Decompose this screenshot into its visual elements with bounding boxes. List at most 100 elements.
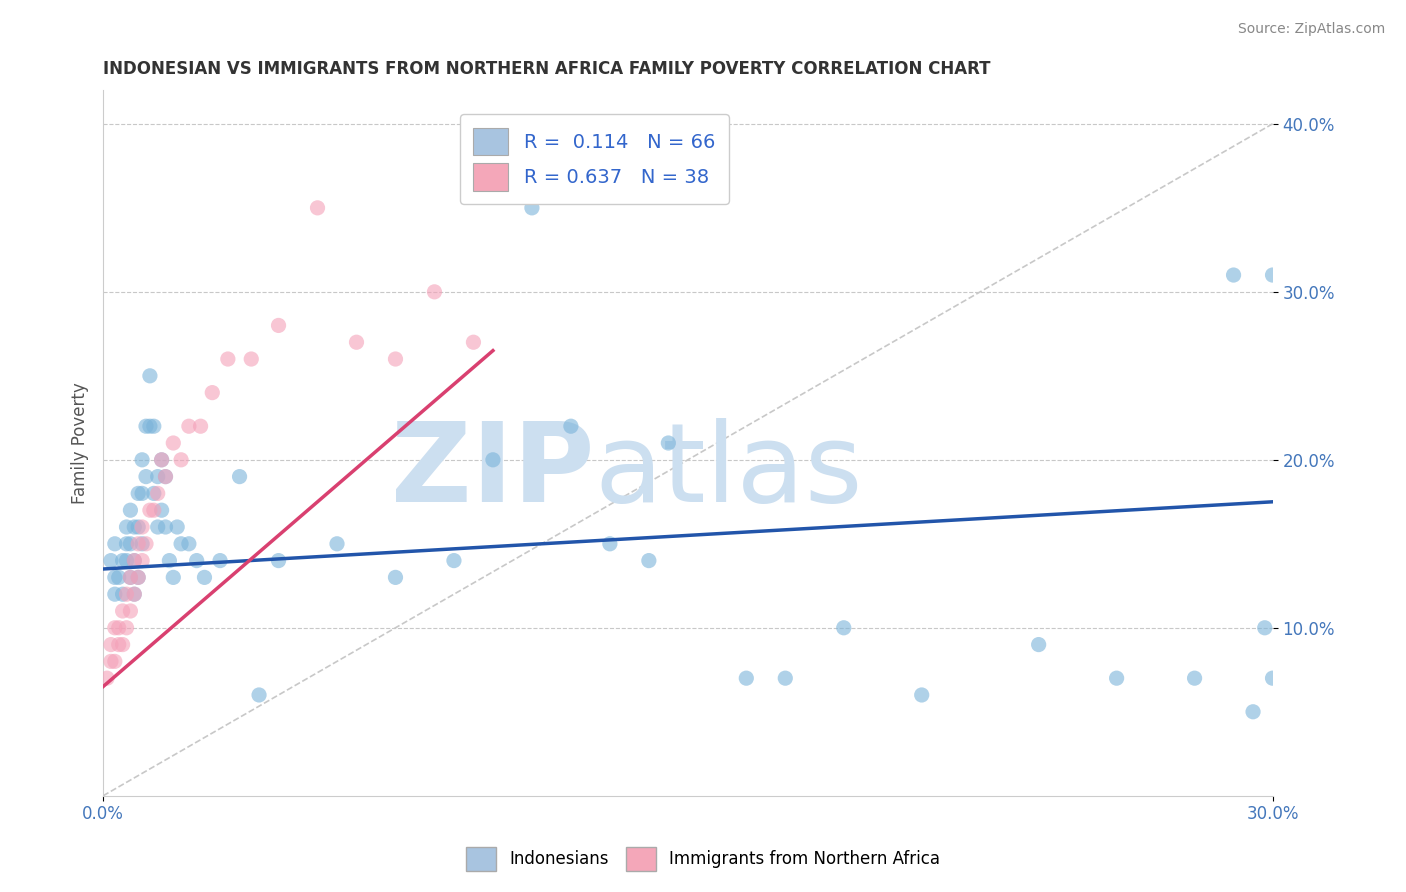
Point: [150, 452, 173, 467]
Point: [104, 537, 127, 551]
Point: [146, 520, 169, 534]
Point: [170, 537, 193, 551]
Text: ZIP: ZIP: [391, 417, 595, 524]
Point: [155, 469, 177, 483]
Point: [1261, 671, 1284, 685]
Point: [135, 419, 157, 434]
Point: [115, 621, 138, 635]
Point: [107, 638, 129, 652]
Point: [209, 553, 232, 567]
Point: [190, 419, 212, 434]
Point: [131, 452, 153, 467]
Point: [193, 570, 215, 584]
Point: [111, 604, 134, 618]
Point: [637, 553, 659, 567]
Point: [599, 537, 621, 551]
Point: [911, 688, 934, 702]
Point: [139, 503, 162, 517]
Point: [142, 486, 165, 500]
Point: [735, 671, 758, 685]
Point: [100, 654, 122, 668]
Point: [170, 452, 193, 467]
Point: [120, 570, 142, 584]
Point: [142, 503, 165, 517]
Point: [135, 537, 157, 551]
Text: atlas: atlas: [595, 417, 863, 524]
Point: [100, 553, 122, 567]
Point: [1261, 268, 1284, 282]
Point: [111, 553, 134, 567]
Point: [104, 621, 127, 635]
Point: [155, 469, 177, 483]
Point: [177, 537, 200, 551]
Point: [240, 351, 263, 366]
Point: [1184, 671, 1206, 685]
Point: [162, 436, 184, 450]
Text: Source: ZipAtlas.com: Source: ZipAtlas.com: [1237, 22, 1385, 37]
Point: [127, 537, 149, 551]
Point: [157, 553, 180, 567]
Point: [247, 688, 270, 702]
Point: [96, 671, 118, 685]
Point: [267, 553, 290, 567]
Point: [560, 419, 582, 434]
Point: [423, 285, 446, 299]
Point: [443, 553, 465, 567]
Text: INDONESIAN VS IMMIGRANTS FROM NORTHERN AFRICA FAMILY POVERTY CORRELATION CHART: INDONESIAN VS IMMIGRANTS FROM NORTHERN A…: [103, 60, 991, 78]
Point: [482, 452, 505, 467]
Point: [111, 638, 134, 652]
Point: [384, 351, 406, 366]
Point: [120, 537, 142, 551]
Point: [131, 520, 153, 534]
Point: [100, 638, 122, 652]
Point: [127, 486, 149, 500]
Point: [115, 537, 138, 551]
Point: [107, 570, 129, 584]
Point: [120, 503, 142, 517]
Point: [155, 520, 177, 534]
Point: [131, 537, 153, 551]
Point: [463, 335, 485, 350]
Point: [124, 587, 146, 601]
Point: [124, 553, 146, 567]
Point: [307, 201, 329, 215]
Point: [384, 570, 406, 584]
Point: [1105, 671, 1128, 685]
Point: [267, 318, 290, 333]
Point: [115, 553, 138, 567]
Point: [107, 621, 129, 635]
Point: [657, 436, 679, 450]
Point: [150, 452, 173, 467]
Point: [104, 587, 127, 601]
Point: [146, 486, 169, 500]
Point: [139, 419, 162, 434]
Point: [346, 335, 368, 350]
Point: [111, 587, 134, 601]
Point: [186, 553, 208, 567]
Point: [115, 587, 138, 601]
Point: [142, 419, 165, 434]
Point: [131, 486, 153, 500]
Point: [1028, 638, 1050, 652]
Point: [115, 520, 138, 534]
Point: [139, 368, 162, 383]
Point: [131, 553, 153, 567]
Point: [201, 385, 224, 400]
Point: [162, 570, 184, 584]
Point: [120, 570, 142, 584]
Point: [520, 201, 543, 215]
Point: [1254, 621, 1277, 635]
Point: [775, 671, 797, 685]
Point: [124, 587, 146, 601]
Point: [1222, 268, 1244, 282]
Point: [124, 553, 146, 567]
Point: [127, 570, 149, 584]
Point: [217, 351, 239, 366]
Legend: R =  0.114   N = 66, R = 0.637   N = 38: R = 0.114 N = 66, R = 0.637 N = 38: [460, 114, 728, 204]
Y-axis label: Family Poverty: Family Poverty: [72, 382, 89, 504]
Legend: Indonesians, Immigrants from Northern Africa: Indonesians, Immigrants from Northern Af…: [458, 839, 948, 880]
Point: [146, 469, 169, 483]
Point: [150, 503, 173, 517]
Point: [104, 570, 127, 584]
Point: [1241, 705, 1264, 719]
